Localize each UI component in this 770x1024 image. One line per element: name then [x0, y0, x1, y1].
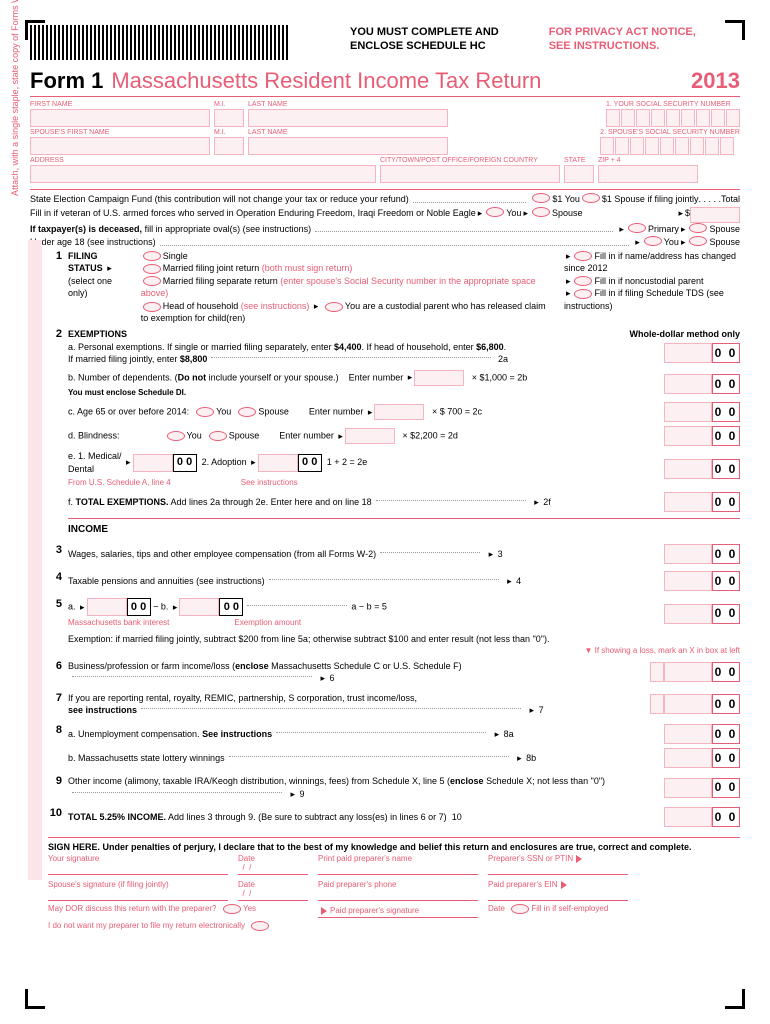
oval-sep[interactable] — [143, 276, 161, 286]
city-input[interactable] — [380, 165, 560, 183]
zip-input[interactable] — [598, 165, 698, 183]
amt-2e[interactable] — [664, 459, 712, 479]
amt-3[interactable] — [664, 544, 712, 564]
oval-single[interactable] — [143, 251, 161, 261]
sign-section: SIGN HERE. Under penalties of perjury, I… — [48, 837, 740, 931]
name-row-1: FIRST NAME M.I. LAST NAME 1. YOUR SOCIAL… — [30, 101, 740, 127]
mi-label: M.I. — [214, 101, 244, 108]
side-text: Attach, with a single staple, state copy… — [10, 0, 20, 280]
oval-you-1[interactable] — [532, 193, 550, 203]
last-name-input[interactable] — [248, 109, 448, 127]
amt-2b[interactable] — [664, 374, 712, 394]
loss-7[interactable] — [650, 694, 664, 714]
oval-u18-s[interactable] — [689, 236, 707, 246]
medical-amt[interactable] — [133, 454, 173, 472]
oval-bl-you[interactable] — [167, 431, 185, 441]
barcode — [30, 25, 290, 60]
must-complete-notice: YOU MUST COMPLETE AND ENCLOSE SCHEDULE H… — [350, 25, 499, 54]
title-row: Form 1 Massachusetts Resident Income Tax… — [30, 68, 740, 97]
side-bar — [28, 240, 42, 880]
form-year: 2013 — [691, 68, 740, 94]
amt-4[interactable] — [664, 571, 712, 591]
amt-10[interactable] — [664, 807, 712, 827]
oval-custodial[interactable] — [325, 302, 343, 312]
oval-addr-chg[interactable] — [574, 251, 592, 261]
amt-2a[interactable] — [664, 343, 712, 363]
amt-6[interactable] — [664, 662, 712, 682]
sp-first-input[interactable] — [30, 137, 210, 155]
oval-vet-you[interactable] — [486, 207, 504, 217]
header: YOU MUST COMPLETE AND ENCLOSE SCHEDULE H… — [30, 25, 740, 60]
first-name-label: FIRST NAME — [30, 101, 210, 108]
age65-count[interactable] — [374, 404, 424, 420]
dep-count[interactable] — [414, 370, 464, 386]
campaign-section: State Election Campaign Fund (this contr… — [30, 189, 740, 250]
amt-2c[interactable] — [664, 402, 712, 422]
amt-5a[interactable] — [87, 598, 127, 616]
ssn1-label: 1. YOUR SOCIAL SECURITY NUMBER — [606, 101, 740, 108]
oval-self-emp[interactable] — [511, 904, 529, 914]
form-number: Form 1 — [30, 68, 103, 94]
line-2-num: 2 — [48, 328, 68, 340]
oval-bl-sp[interactable] — [209, 431, 227, 441]
first-name-input[interactable] — [30, 109, 210, 127]
amt-5[interactable] — [664, 604, 712, 624]
amt-8a[interactable] — [664, 724, 712, 744]
name-row-2: SPOUSE'S FIRST NAME M.I. LAST NAME 2. SP… — [30, 129, 740, 155]
amt-7[interactable] — [664, 694, 712, 714]
state-label: STATE — [564, 157, 594, 164]
mi-input[interactable] — [214, 109, 244, 127]
amt-9[interactable] — [664, 778, 712, 798]
oval-no-efile[interactable] — [251, 921, 269, 931]
amt-2f[interactable] — [664, 492, 712, 512]
ssn2-input[interactable] — [600, 137, 740, 155]
oval-dec-p[interactable] — [628, 223, 646, 233]
blind-count[interactable] — [345, 428, 395, 444]
sp-mi-label: M.I. — [214, 129, 244, 136]
addr-input[interactable] — [30, 165, 376, 183]
last-name-label: LAST NAME — [248, 101, 448, 108]
line-1-num: 1 — [48, 250, 68, 262]
oval-u18-y[interactable] — [644, 236, 662, 246]
form-title: Massachusetts Resident Income Tax Return — [111, 68, 541, 94]
amt-8b[interactable] — [664, 748, 712, 768]
oval-65-sp[interactable] — [238, 407, 256, 417]
income-hdr: INCOME — [68, 518, 740, 537]
city-label: CITY/TOWN/POST OFFICE/FOREIGN COUNTRY — [380, 157, 560, 164]
oval-joint[interactable] — [143, 264, 161, 274]
ssn2-label: 2. SPOUSE'S SOCIAL SECURITY NUMBER — [600, 129, 740, 136]
sp-last-label: LAST NAME — [248, 129, 448, 136]
addr-label: ADDRESS — [30, 157, 376, 164]
adopt-amt[interactable] — [258, 454, 298, 472]
oval-dor-yes[interactable] — [223, 904, 241, 914]
oval-tds[interactable] — [574, 289, 592, 299]
campaign-l1: State Election Campaign Fund (this contr… — [30, 193, 409, 207]
oval-vet-sp[interactable] — [532, 207, 550, 217]
address-row: ADDRESS CITY/TOWN/POST OFFICE/FOREIGN CO… — [30, 157, 740, 183]
oval-65-you[interactable] — [196, 407, 214, 417]
oval-noncust[interactable] — [574, 276, 592, 286]
oval-dec-s[interactable] — [689, 223, 707, 233]
sp-mi-input[interactable] — [214, 137, 244, 155]
privacy-notice: FOR PRIVACY ACT NOTICE, SEE INSTRUCTIONS… — [549, 25, 696, 54]
total-box[interactable] — [690, 207, 740, 223]
campaign-l4: Under age 18 (see instructions) — [30, 236, 156, 250]
ssn1-input[interactable] — [606, 109, 740, 127]
state-input[interactable] — [564, 165, 594, 183]
sp-first-label: SPOUSE'S FIRST NAME — [30, 129, 210, 136]
amt-2d[interactable] — [664, 426, 712, 446]
oval-hoh[interactable] — [143, 302, 161, 312]
amt-5b[interactable] — [179, 598, 219, 616]
loss-6[interactable] — [650, 662, 664, 682]
sp-last-input[interactable] — [248, 137, 448, 155]
oval-sp-1[interactable] — [582, 193, 600, 203]
zip-label: ZIP + 4 — [598, 157, 698, 164]
